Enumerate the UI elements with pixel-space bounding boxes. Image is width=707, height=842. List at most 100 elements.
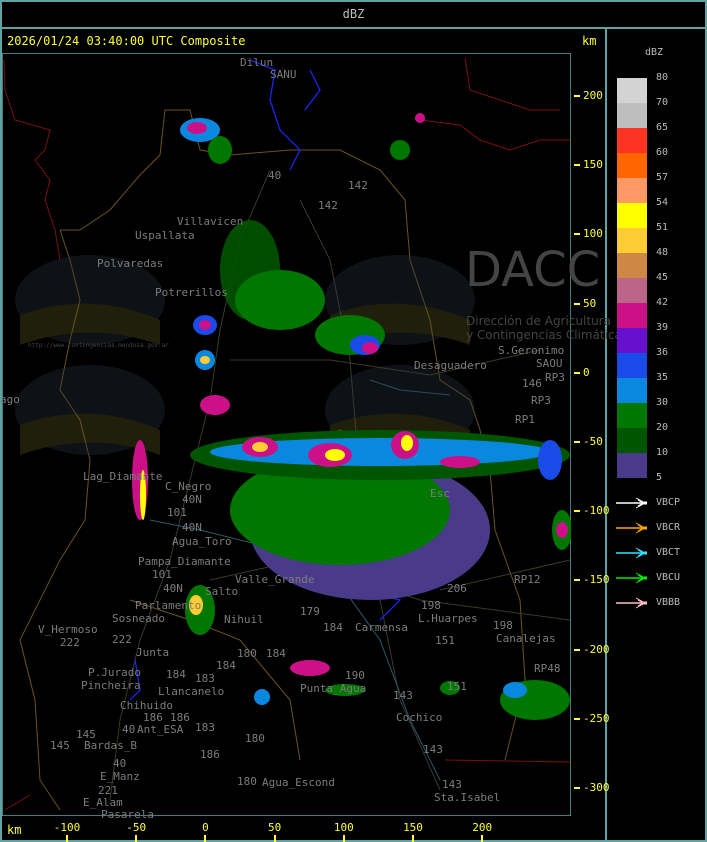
place-label: Bardas_B: [84, 739, 137, 752]
colorbar-label: 48: [656, 247, 669, 258]
place-label: 198: [493, 619, 513, 632]
colorbar-label: 30: [656, 397, 669, 408]
place-label: Pincheira: [81, 679, 141, 692]
colorbar-swatch: [617, 403, 647, 428]
y-tick-label: -50: [583, 435, 603, 448]
colorbar-swatch: [617, 128, 647, 153]
y-tick-label: -100: [583, 504, 610, 518]
place-label: RP3: [531, 394, 551, 407]
place-label: 40: [113, 757, 127, 770]
y-tick-label: 0: [583, 365, 590, 379]
colorbar-swatch: [617, 103, 647, 128]
colorbar-label: 35: [656, 372, 669, 383]
place-label: Llancanelo: [158, 685, 225, 698]
place-label: 184: [166, 668, 186, 681]
place-label: Punta_Agua: [300, 682, 367, 695]
place-label: Parlamento: [135, 599, 202, 612]
place-label: SANU: [270, 68, 297, 81]
place-label: RP3: [545, 371, 565, 384]
place-label: Junta: [136, 646, 170, 659]
colorbar-swatch: [617, 353, 647, 378]
x-tick-label: -50: [126, 821, 147, 834]
place-label: Sosneado: [112, 612, 165, 625]
place-label: 143: [393, 689, 413, 702]
place-label: 222: [60, 636, 80, 649]
place-label: 40: [268, 169, 282, 182]
colorbar-swatch: [617, 178, 647, 203]
place-label: P.Jurado: [88, 666, 141, 679]
place-label: 222: [112, 633, 132, 646]
colorbar-label: 45: [656, 272, 669, 283]
place-label: Agua_Toro: [172, 535, 232, 548]
y-tick-label: -250: [583, 711, 610, 725]
place-label: V_Hermoso: [38, 623, 98, 636]
y-tick: [574, 302, 580, 305]
y-tick: [574, 510, 580, 513]
radar-legend-label: VBCU: [656, 572, 681, 583]
x-tick: [273, 835, 276, 842]
x-tick: [135, 835, 138, 842]
x-tick-label: -100: [53, 821, 81, 834]
place-label: C_Negro: [165, 480, 212, 493]
x-tick-label: 0: [202, 821, 209, 834]
y-tick: [574, 717, 580, 720]
place-label: 221: [98, 784, 118, 797]
y-tick: [574, 233, 580, 236]
place-label: 180: [237, 647, 257, 660]
place-label: ago: [0, 393, 20, 406]
y-tick: [574, 441, 580, 443]
colorbar-swatch: [617, 78, 647, 103]
radar-echoes: [132, 113, 571, 720]
place-label: 40N: [182, 521, 202, 534]
place-label: 179: [300, 605, 320, 618]
y-tick-label: -200: [583, 642, 610, 656]
place-label: Lag_Diamante: [83, 470, 163, 483]
radar-arrow-icon: [616, 547, 647, 559]
country-border: [3, 57, 571, 811]
place-label: Pampa_Diamante: [138, 555, 231, 568]
y-tick: [574, 95, 580, 97]
place-label: 40N: [163, 582, 183, 595]
place-label: Esc: [430, 487, 450, 500]
colorbar-label: 36: [656, 347, 669, 358]
place-label: 40: [122, 723, 136, 736]
colorbar-label: 70: [656, 97, 669, 108]
place-label: 142: [318, 199, 338, 212]
place-label: RP1: [515, 413, 535, 426]
colorbar-label: 65: [656, 122, 669, 133]
x-tick-label: 100: [333, 821, 354, 834]
place-label: Pasarela: [101, 808, 154, 821]
x-tick: [481, 835, 484, 842]
radar-arrow-icon: [616, 497, 647, 509]
place-label: Ant_ESA: [137, 723, 184, 736]
colorbar-swatch: [617, 428, 647, 453]
colorbar-swatch: [617, 328, 647, 353]
y-tick: [574, 648, 580, 651]
colorbar-label: 39: [656, 322, 669, 333]
place-label: 151: [447, 680, 467, 693]
place-label: Dilun: [240, 56, 274, 69]
x-tick-label: 150: [403, 821, 423, 834]
place-label: Salto: [205, 585, 239, 598]
place-label: 143: [442, 778, 462, 791]
place-label: 40N: [182, 493, 202, 506]
place-label: Polvaredas: [97, 257, 164, 270]
place-label: Potrerillos: [155, 286, 228, 299]
place-label: E_Manz: [100, 770, 140, 783]
watermark-logo-text: DACC: [465, 242, 601, 298]
x-tick: [66, 835, 68, 842]
y-tick-label: 100: [583, 227, 603, 241]
place-label: SAOU: [536, 357, 563, 370]
y-tick-label: -300: [583, 781, 610, 794]
colorbar-label: 57: [656, 172, 669, 183]
watermark-url: http://www.contingencias.mendoza.gov.ar: [28, 342, 169, 349]
place-label: 143: [423, 743, 443, 756]
place-label: 190: [345, 669, 365, 682]
radar-map[interactable]: [2, 53, 571, 816]
colorbar-swatch: [617, 278, 647, 303]
place-label: 151: [435, 634, 455, 647]
place-label: Carmensa: [355, 621, 408, 634]
x-tick-label: 200: [472, 821, 493, 834]
x-tick: [412, 835, 414, 842]
place-label: Cochico: [396, 711, 443, 724]
